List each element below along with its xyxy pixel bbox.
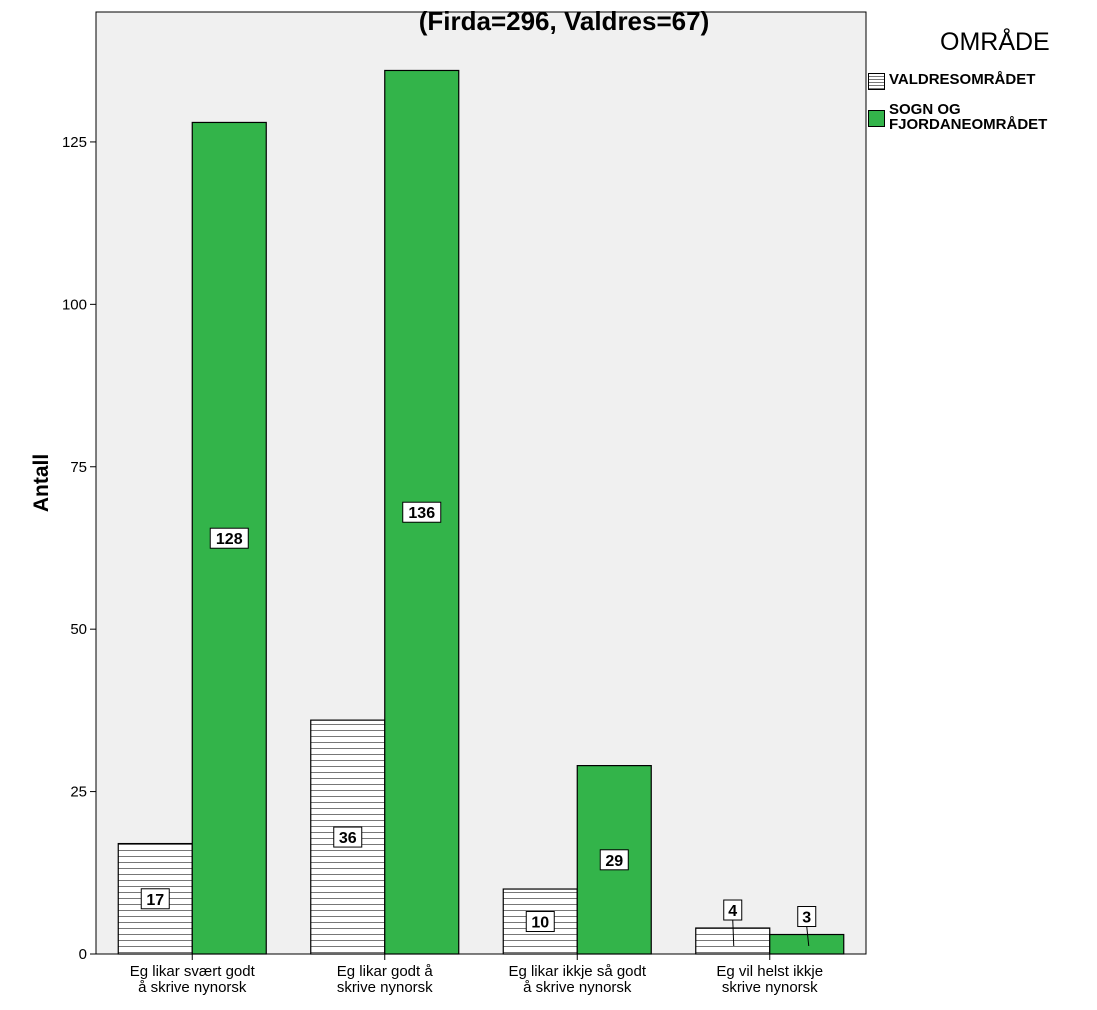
data-label: 36 <box>339 830 357 847</box>
x-tick-label: å skrive nynorsk <box>523 979 632 996</box>
legend-item-valdres: VALDRESOMRÅDET <box>868 72 1035 90</box>
data-label-box <box>140 888 170 910</box>
legend-item-sogn: SOGN OG FJORDANEOMRÅDET <box>868 102 1097 132</box>
y-tick-label: 25 <box>70 784 87 801</box>
data-label-box <box>209 527 249 549</box>
data-label-box <box>723 899 743 921</box>
legend-label-valdres: VALDRESOMRÅDET <box>889 71 1036 88</box>
chart-subtitle: (Firda=296, Valdres=67) <box>419 6 710 36</box>
x-tick-label: Eg vil helst ikkje <box>716 963 823 980</box>
data-label-leader <box>732 919 735 947</box>
y-tick-label: 125 <box>62 134 87 151</box>
data-label-box <box>797 906 817 928</box>
data-label: 17 <box>146 892 164 909</box>
data-label: 10 <box>531 915 549 932</box>
x-tick-label: Eg likar godt å <box>337 963 434 980</box>
x-tick-label: Eg likar svært godt <box>130 963 256 980</box>
y-tick-label: 0 <box>79 946 87 963</box>
x-tick-label: skrive nynorsk <box>337 979 433 996</box>
data-label-box <box>599 849 629 871</box>
x-tick-label: å skrive nynorsk <box>138 979 247 996</box>
data-label-box <box>525 911 555 933</box>
data-label-box <box>402 501 442 523</box>
legend-swatch-valdres <box>868 73 885 90</box>
y-axis-label: Antall <box>30 454 53 512</box>
y-tick-label: 100 <box>62 296 87 313</box>
data-label: 3 <box>802 910 811 927</box>
data-label: 128 <box>216 531 243 548</box>
y-tick-label: 50 <box>70 621 87 638</box>
x-tick-label: Eg likar ikkje så godt <box>508 963 646 980</box>
bar <box>769 933 845 955</box>
legend-swatch-sogn <box>868 110 885 127</box>
y-tick-label: 75 <box>70 459 87 476</box>
data-label-box <box>333 826 363 848</box>
data-label: 29 <box>605 853 623 870</box>
data-label: 136 <box>408 505 435 522</box>
data-label: 4 <box>728 903 737 920</box>
x-tick-label: skrive nynorsk <box>722 979 818 996</box>
data-label-leader <box>806 926 810 947</box>
legend-title: OMRÅDE <box>940 28 1050 56</box>
legend-label-sogn: SOGN OG FJORDANEOMRÅDET <box>889 101 1048 133</box>
